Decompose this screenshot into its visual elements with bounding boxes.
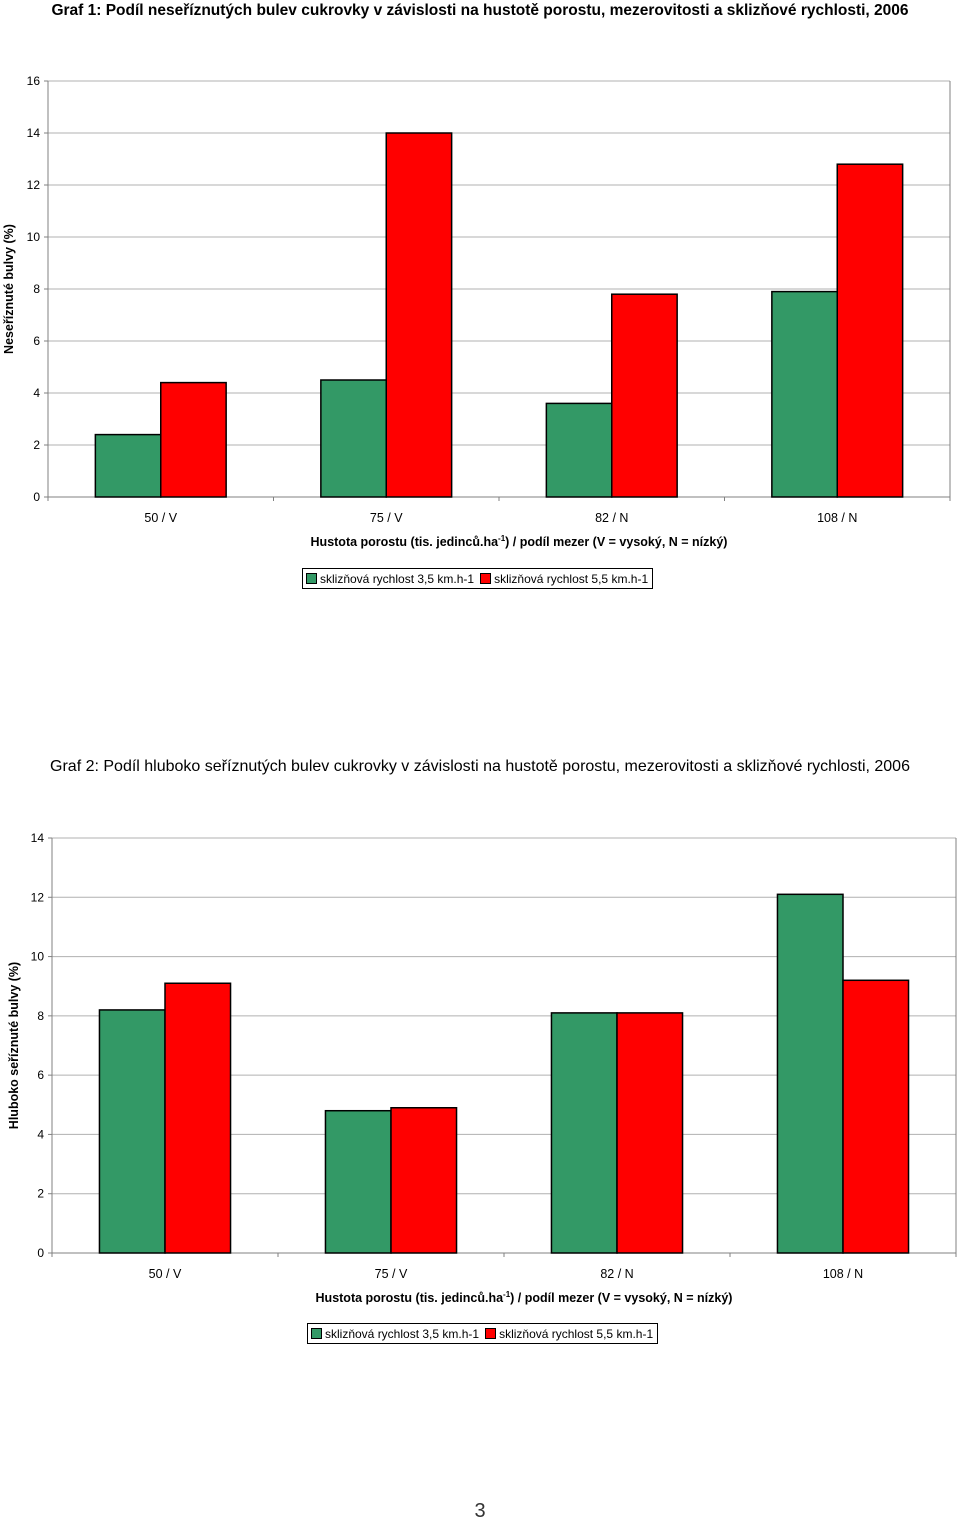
x-category-label: 82 / N bbox=[600, 1267, 633, 1281]
y-tick-label: 2 bbox=[37, 1187, 44, 1201]
x-category-label: 108 / N bbox=[823, 1267, 863, 1281]
x-category-label: 50 / V bbox=[149, 1267, 182, 1281]
chart-plot: 0 2 4 6 8 10 12 14 50 / V 75 / V 82 / N 108 / N Hust… bbox=[7, 831, 957, 1305]
bar-series-1 bbox=[545, 402, 613, 498]
bar-series-1 bbox=[320, 379, 388, 498]
legend-swatch bbox=[311, 1328, 322, 1339]
bar-series-2 bbox=[611, 293, 678, 498]
y-tick-label: 2 bbox=[33, 438, 40, 452]
x-axis-title: Hustota porostu (tis. jedinců.ha-1) / po… bbox=[316, 1290, 733, 1305]
bar-series-1 bbox=[324, 1109, 392, 1254]
chart-title: Graf 1: Podíl neseříznutých bulev cukrov… bbox=[51, 2, 909, 19]
chart-2: Graf 2: Podíl hluboko seříznutých bulev … bbox=[0, 750, 960, 1370]
y-axis-title: Neseříznuté bulvy (%) bbox=[2, 224, 16, 354]
x-axis-title: Hustota porostu (tis. jedinců.ha-1) / po… bbox=[311, 534, 728, 549]
bar-series-1 bbox=[550, 1012, 618, 1254]
y-tick-label: 12 bbox=[27, 178, 41, 192]
y-tick-label: 4 bbox=[37, 1127, 44, 1141]
chart-legend: sklizňová rychlost 3,5 km.h-1 sklizňová … bbox=[307, 1323, 659, 1344]
chart-title: Graf 2: Podíl hluboko seříznutých bulev … bbox=[50, 758, 910, 775]
y-tick-label: 14 bbox=[27, 126, 41, 140]
y-tick-label: 6 bbox=[33, 334, 40, 348]
y-tick-label: 0 bbox=[37, 1246, 44, 1260]
y-tick-label: 6 bbox=[37, 1068, 44, 1082]
y-axis-title: Hluboko seříznuté bulvy (%) bbox=[7, 962, 21, 1129]
legend-item-series-1: sklizňová rychlost 3,5 km.h-1 bbox=[311, 1327, 479, 1341]
x-category-label: 75 / V bbox=[375, 1267, 408, 1281]
y-tick-label: 8 bbox=[33, 282, 40, 296]
bar-series-2 bbox=[390, 1107, 458, 1254]
x-category-label: 108 / N bbox=[817, 511, 857, 525]
chart-1: Graf 1: Podíl neseříznutých bulev cukrov… bbox=[0, 0, 960, 620]
bar-series-1 bbox=[776, 893, 844, 1254]
y-tick-label: 14 bbox=[31, 831, 45, 845]
legend-swatch bbox=[306, 573, 317, 584]
x-category-label: 82 / N bbox=[595, 511, 628, 525]
x-category-label: 75 / V bbox=[370, 511, 403, 525]
legend-label: sklizňová rychlost 3,5 km.h-1 bbox=[325, 1326, 480, 1341]
bar-series-2 bbox=[160, 381, 227, 498]
bar-series-2 bbox=[842, 979, 910, 1254]
legend-label: sklizňová rychlost 3,5 km.h-1 bbox=[320, 571, 475, 586]
legend-label: sklizňová rychlost 5,5 km.h-1 bbox=[494, 571, 649, 586]
legend-item-series-2: sklizňová rychlost 5,5 km.h-1 bbox=[480, 572, 648, 586]
bar-series-2 bbox=[616, 1012, 684, 1254]
bar-series-2 bbox=[164, 982, 232, 1254]
chart-plot: 0 2 4 6 8 10 12 14 16 50 / V 75 / V 82 / N 108 / N Hu… bbox=[2, 74, 951, 549]
y-tick-label: 16 bbox=[27, 74, 41, 88]
bar-series-2 bbox=[385, 132, 453, 498]
legend-label: sklizňová rychlost 5,5 km.h-1 bbox=[499, 1326, 654, 1341]
y-tick-label: 12 bbox=[31, 890, 45, 904]
x-category-label: 50 / V bbox=[144, 511, 177, 525]
y-tick-label: 10 bbox=[27, 230, 41, 244]
y-tick-label: 0 bbox=[33, 490, 40, 504]
bar-series-1 bbox=[98, 1009, 166, 1254]
y-tick-label: 10 bbox=[31, 950, 45, 964]
bar-series-1 bbox=[771, 290, 838, 498]
y-tick-label: 8 bbox=[37, 1009, 44, 1023]
page-number: 3 bbox=[474, 1500, 486, 1522]
bar-series-1 bbox=[94, 433, 162, 498]
legend-item-series-1: sklizňová rychlost 3,5 km.h-1 bbox=[306, 572, 474, 586]
y-tick-label: 4 bbox=[33, 386, 40, 400]
chart-legend: sklizňová rychlost 3,5 km.h-1 sklizňová … bbox=[302, 568, 654, 589]
legend-swatch bbox=[485, 1328, 497, 1339]
legend-swatch bbox=[480, 573, 492, 584]
bar-series-2 bbox=[836, 163, 904, 498]
legend-item-series-2: sklizňová rychlost 5,5 km.h-1 bbox=[485, 1327, 653, 1341]
